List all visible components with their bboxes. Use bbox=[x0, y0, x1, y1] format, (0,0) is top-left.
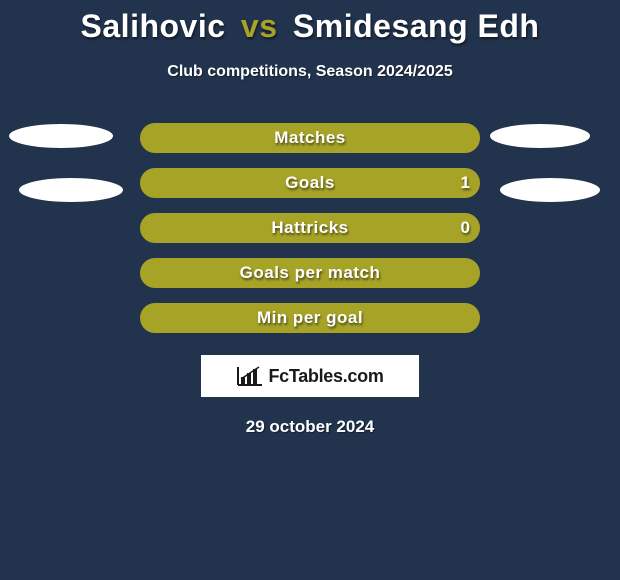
subtitle: Club competitions, Season 2024/2025 bbox=[0, 63, 620, 81]
decorative-oval bbox=[9, 124, 113, 148]
stat-label: Goals per match bbox=[240, 263, 381, 283]
stat-label: Hattricks bbox=[271, 218, 348, 238]
stat-bar: Min per goal bbox=[140, 303, 480, 333]
stat-right-value: 1 bbox=[461, 173, 470, 193]
fctables-logo: FcTables.com bbox=[201, 355, 419, 397]
stat-bar: Goals 1 bbox=[140, 168, 480, 198]
decorative-oval bbox=[490, 124, 590, 148]
decorative-oval bbox=[500, 178, 600, 202]
decorative-oval bbox=[19, 178, 123, 202]
stat-bar: Hattricks 0 bbox=[140, 213, 480, 243]
stat-bar: Matches bbox=[140, 123, 480, 153]
stat-right-value: 0 bbox=[461, 218, 470, 238]
snapshot-date: 29 october 2024 bbox=[0, 417, 620, 437]
stat-label: Min per goal bbox=[257, 308, 363, 328]
logo-text: FcTables.com bbox=[268, 366, 383, 387]
vs-separator: vs bbox=[241, 8, 278, 44]
player1-name: Salihovic bbox=[81, 8, 226, 44]
player2-name: Smidesang Edh bbox=[293, 8, 540, 44]
comparison-title: Salihovic vs Smidesang Edh bbox=[0, 0, 620, 45]
bar-chart-icon bbox=[236, 365, 264, 387]
stat-label: Goals bbox=[285, 173, 335, 193]
stat-bar: Goals per match bbox=[140, 258, 480, 288]
stat-label: Matches bbox=[274, 128, 346, 148]
stat-bars: Matches Goals 1 Hattricks 0 Goals per match Mi… bbox=[0, 123, 620, 333]
